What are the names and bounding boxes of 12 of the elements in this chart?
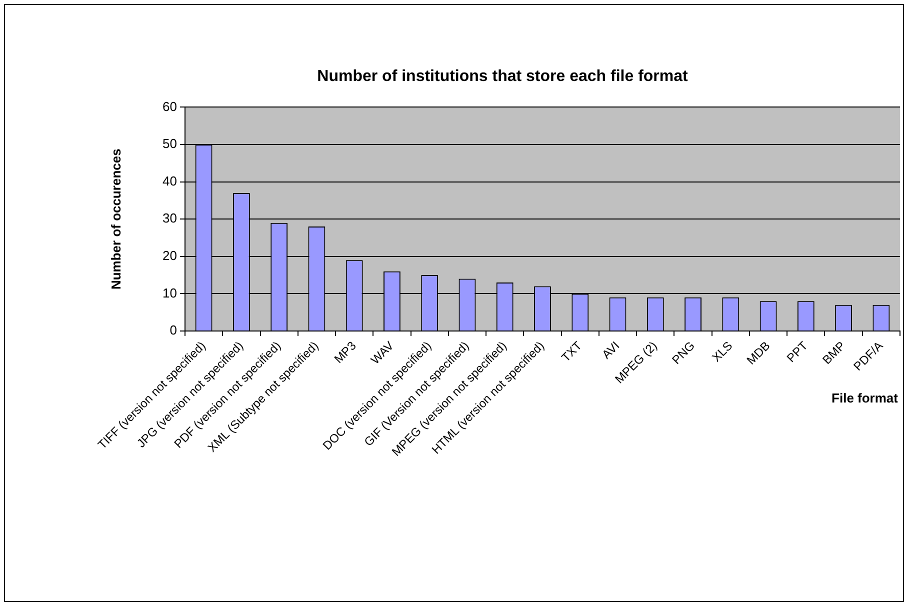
- y-tick-label: 30: [162, 210, 177, 226]
- x-axis-title: File format: [832, 390, 899, 406]
- chart-title: Number of institutions that store each file format: [317, 68, 689, 86]
- y-tick-label: 20: [162, 248, 177, 263]
- y-tick-label: 40: [162, 173, 177, 188]
- y-tick-label: 10: [162, 285, 177, 300]
- y-tick-label: 0: [170, 322, 177, 338]
- y-tick-label: 60: [162, 98, 177, 114]
- x-tick-label: TXT: [558, 338, 586, 365]
- x-tick-label: XLS: [709, 338, 736, 365]
- y-axis-title: Number of occurences: [108, 148, 124, 290]
- y-tick-label: 50: [162, 136, 177, 152]
